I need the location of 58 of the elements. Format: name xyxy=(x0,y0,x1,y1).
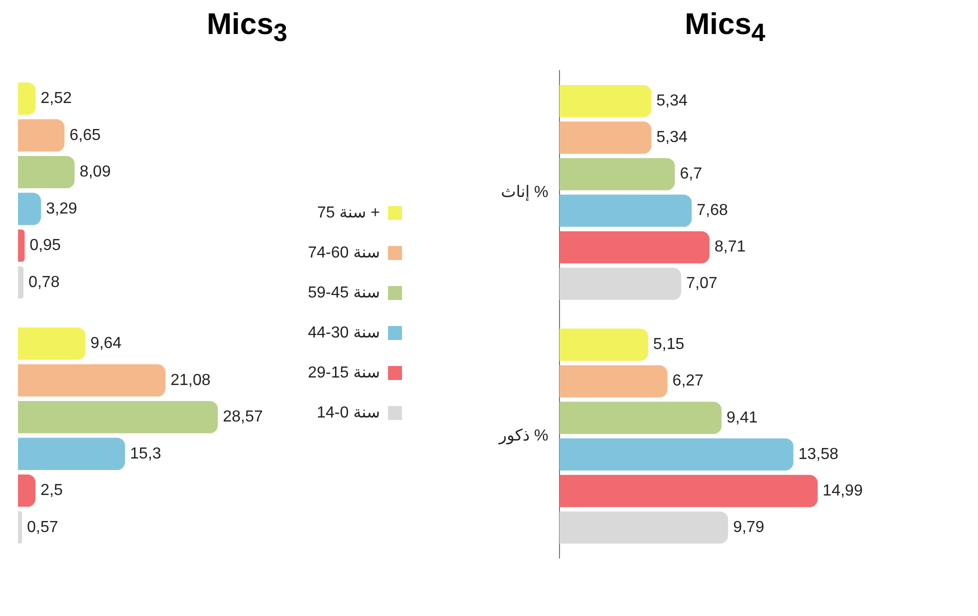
bar xyxy=(18,400,218,434)
bar xyxy=(559,474,818,508)
data-label: 8,09 xyxy=(80,164,111,181)
bar xyxy=(18,119,65,152)
bar xyxy=(559,158,675,190)
data-label: 9,41 xyxy=(726,409,758,426)
data-label: 6,65 xyxy=(70,126,101,144)
bar xyxy=(18,229,25,262)
bar xyxy=(559,328,648,361)
data-label: 0,57 xyxy=(26,518,58,536)
bar xyxy=(18,156,75,188)
data-label: 7,68 xyxy=(696,202,728,220)
bar xyxy=(559,511,728,544)
bar xyxy=(559,268,682,300)
data-label: 6,7 xyxy=(680,166,702,183)
legend-label: 59-45 سنة xyxy=(308,284,380,302)
bar xyxy=(18,364,166,397)
bar xyxy=(559,438,794,471)
data-label: 2,5 xyxy=(40,482,63,500)
bar xyxy=(559,231,710,264)
chart-title: Mics$_{3}$ xyxy=(206,8,288,49)
legend-label: 29-15 سنة xyxy=(308,364,380,382)
data-label: 13,58 xyxy=(798,446,839,463)
legend-label: 14-0 سنة xyxy=(316,404,380,422)
data-label: 0,78 xyxy=(28,274,60,291)
bar xyxy=(559,402,722,434)
data-label: 14,99 xyxy=(822,482,863,500)
data-label: 5,15 xyxy=(653,336,684,354)
data-label: 21,08 xyxy=(170,372,211,389)
data-label: 3,29 xyxy=(46,200,78,218)
data-label: 5,34 xyxy=(656,129,688,146)
bar xyxy=(18,82,36,115)
data-label: 5,34 xyxy=(656,92,688,110)
bar xyxy=(18,327,86,360)
bar xyxy=(18,438,126,470)
data-label: 2,52 xyxy=(40,90,72,108)
bar xyxy=(18,474,36,507)
bar xyxy=(18,266,24,299)
bar xyxy=(18,192,42,226)
data-label: 15,3 xyxy=(130,445,162,462)
chart-title: Mics$_{4}$ xyxy=(684,8,766,49)
legend-label: 75 سنة + xyxy=(317,204,380,222)
data-label: 8,71 xyxy=(714,238,746,256)
data-label: 9,64 xyxy=(90,335,122,352)
legend-label: 44-30 سنة xyxy=(308,324,380,342)
bar xyxy=(559,194,692,227)
legend-label: 74-60 سنة xyxy=(308,244,380,262)
bar xyxy=(18,511,22,544)
bar xyxy=(559,122,652,154)
bar xyxy=(559,365,668,398)
data-label: 9,79 xyxy=(733,518,764,536)
data-label: 28,57 xyxy=(222,408,263,426)
y-tick-label: ذكور % xyxy=(498,428,548,445)
bar xyxy=(559,84,652,118)
data-label: 7,07 xyxy=(686,275,718,292)
y-tick-label: إناث % xyxy=(500,184,548,201)
data-label: 0,95 xyxy=(30,237,61,254)
data-label: 6,27 xyxy=(672,372,704,390)
